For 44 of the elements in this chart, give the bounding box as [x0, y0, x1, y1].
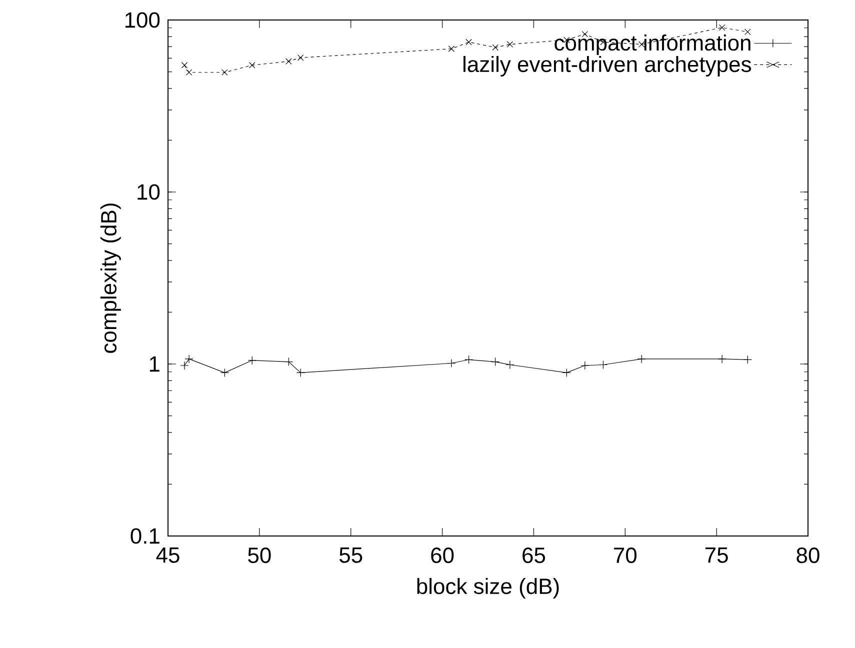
legend-label: lazily event-driven archetypes: [464, 56, 751, 76]
point: [447, 358, 456, 368]
point: [184, 354, 194, 364]
point: [180, 361, 189, 370]
point: [220, 368, 229, 377]
point: [637, 354, 646, 364]
point: [580, 361, 590, 370]
x-tick-label: 80: [796, 548, 820, 564]
x-tick-label: 55: [340, 548, 362, 563]
point: [181, 62, 188, 68]
x-tick-label: 50: [248, 548, 271, 564]
point: [562, 368, 571, 377]
point: [448, 46, 455, 52]
x-axis-title: block size (dB): [417, 578, 559, 598]
point: [598, 360, 608, 370]
y-tick-label: 0.1: [130, 528, 160, 544]
point: [492, 44, 498, 51]
x-tick-label: 60: [431, 548, 454, 564]
point: [248, 62, 256, 68]
point: [284, 357, 293, 366]
x-tick-label: 70: [614, 548, 637, 564]
x-tick-label: 45: [156, 548, 180, 563]
y-tick-label: 1: [150, 356, 160, 372]
point: [718, 354, 726, 364]
x-tick-label: 65: [522, 548, 546, 564]
legend-label: compact information: [554, 34, 750, 56]
y-tick-label: 100: [125, 12, 160, 28]
point: [297, 54, 304, 61]
x-tick-label: 75: [705, 548, 728, 563]
point: [491, 357, 500, 366]
point: [506, 41, 514, 48]
point: [286, 58, 292, 64]
point: [222, 69, 228, 76]
point: [186, 69, 192, 76]
point: [248, 356, 256, 365]
point: [464, 355, 474, 364]
y-tick-label: 10: [138, 184, 160, 200]
point: [506, 360, 514, 370]
point: [638, 41, 645, 48]
point: [466, 38, 472, 46]
point: [718, 24, 726, 31]
y-axis-title: complexity (dB): [100, 204, 121, 353]
point: [743, 355, 752, 364]
point: [296, 368, 305, 377]
